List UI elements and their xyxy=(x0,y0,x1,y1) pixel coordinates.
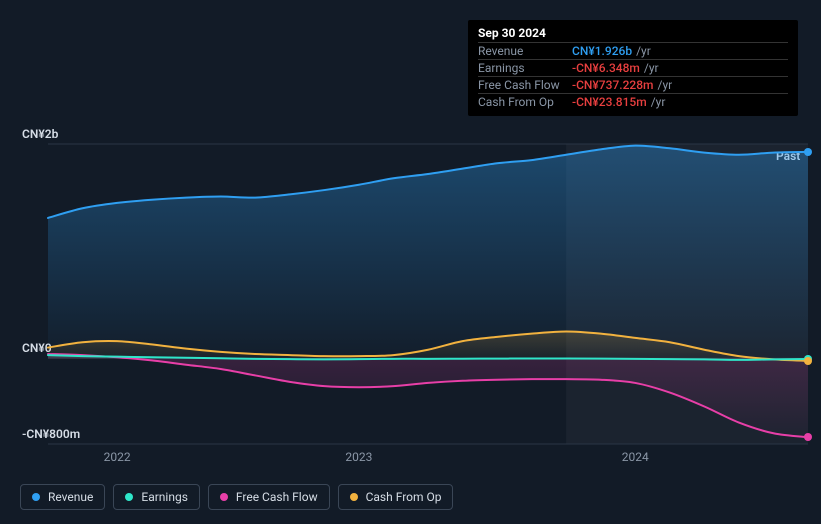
fcf-end-marker xyxy=(804,433,812,441)
legend-item-cfo[interactable]: Cash From Op xyxy=(338,484,454,510)
chart-legend: Revenue Earnings Free Cash Flow Cash From O… xyxy=(20,484,453,510)
legend-label: Free Cash Flow xyxy=(236,490,318,504)
financials-area-chart xyxy=(0,0,814,446)
legend-item-fcf[interactable]: Free Cash Flow xyxy=(208,484,330,510)
x-axis-tick-label: 2022 xyxy=(104,450,131,464)
legend-dot-icon xyxy=(125,493,133,501)
x-axis-tick-label: 2023 xyxy=(345,450,372,464)
cfo-end-marker xyxy=(804,357,812,365)
revenue-end-marker xyxy=(804,148,812,156)
legend-label: Earnings xyxy=(141,490,188,504)
legend-dot-icon xyxy=(32,493,40,501)
legend-label: Revenue xyxy=(48,490,93,504)
legend-dot-icon xyxy=(220,493,228,501)
x-axis-tick-label: 2024 xyxy=(622,450,649,464)
legend-label: Cash From Op xyxy=(366,490,442,504)
legend-dot-icon xyxy=(350,493,358,501)
legend-item-revenue[interactable]: Revenue xyxy=(20,484,105,510)
legend-item-earnings[interactable]: Earnings xyxy=(113,484,200,510)
